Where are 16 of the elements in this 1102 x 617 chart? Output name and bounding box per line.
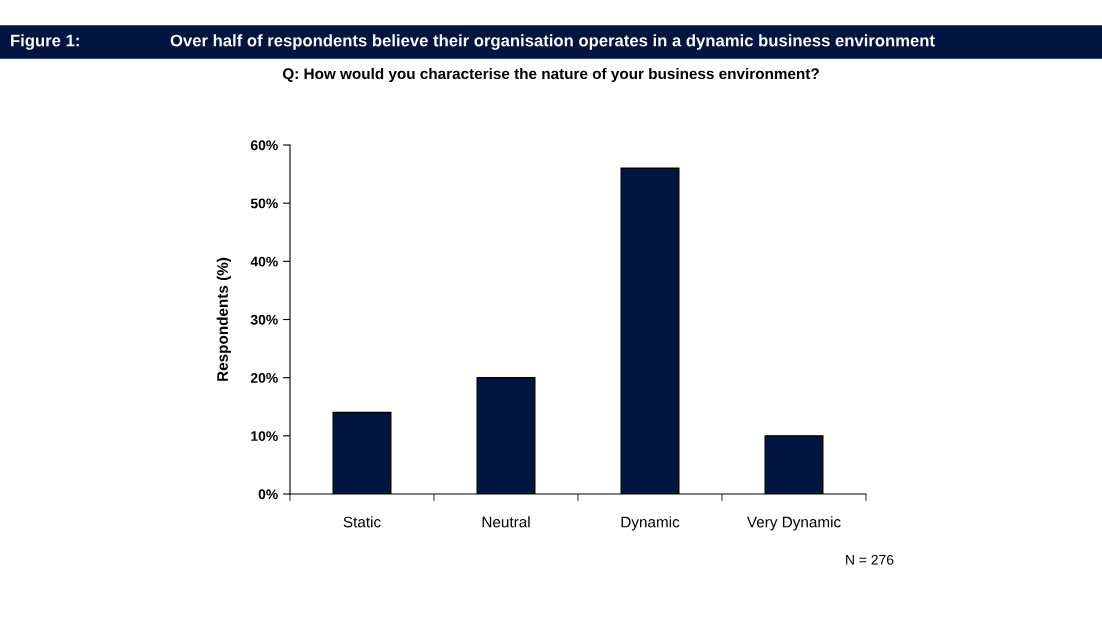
y-axis-title: Respondents (%) bbox=[216, 257, 231, 381]
y-tick-label: 60% bbox=[250, 140, 278, 151]
y-tick-label: 0% bbox=[258, 489, 278, 500]
x-tick-label: Static bbox=[343, 516, 381, 528]
x-tick-label: Neutral bbox=[482, 516, 530, 528]
y-tick-label: 50% bbox=[250, 198, 278, 209]
y-tick-label: 30% bbox=[250, 314, 278, 325]
chart-subtitle: Q: How would you characterise the nature of your business environment? bbox=[282, 67, 819, 83]
y-tick-label: 10% bbox=[251, 431, 278, 441]
x-tick-label: Very Dynamic bbox=[746, 516, 841, 531]
y-tick-label: 40% bbox=[250, 256, 278, 267]
caption: Figure 1: bbox=[11, 34, 79, 50]
text: N = 276 bbox=[846, 554, 894, 565]
x-tick-label: Dynamic bbox=[621, 516, 680, 531]
chart-title: Over half of respondents believe their organisation operates in a dynamic business environment bbox=[170, 34, 935, 50]
y-tick-label: 20% bbox=[250, 373, 278, 383]
